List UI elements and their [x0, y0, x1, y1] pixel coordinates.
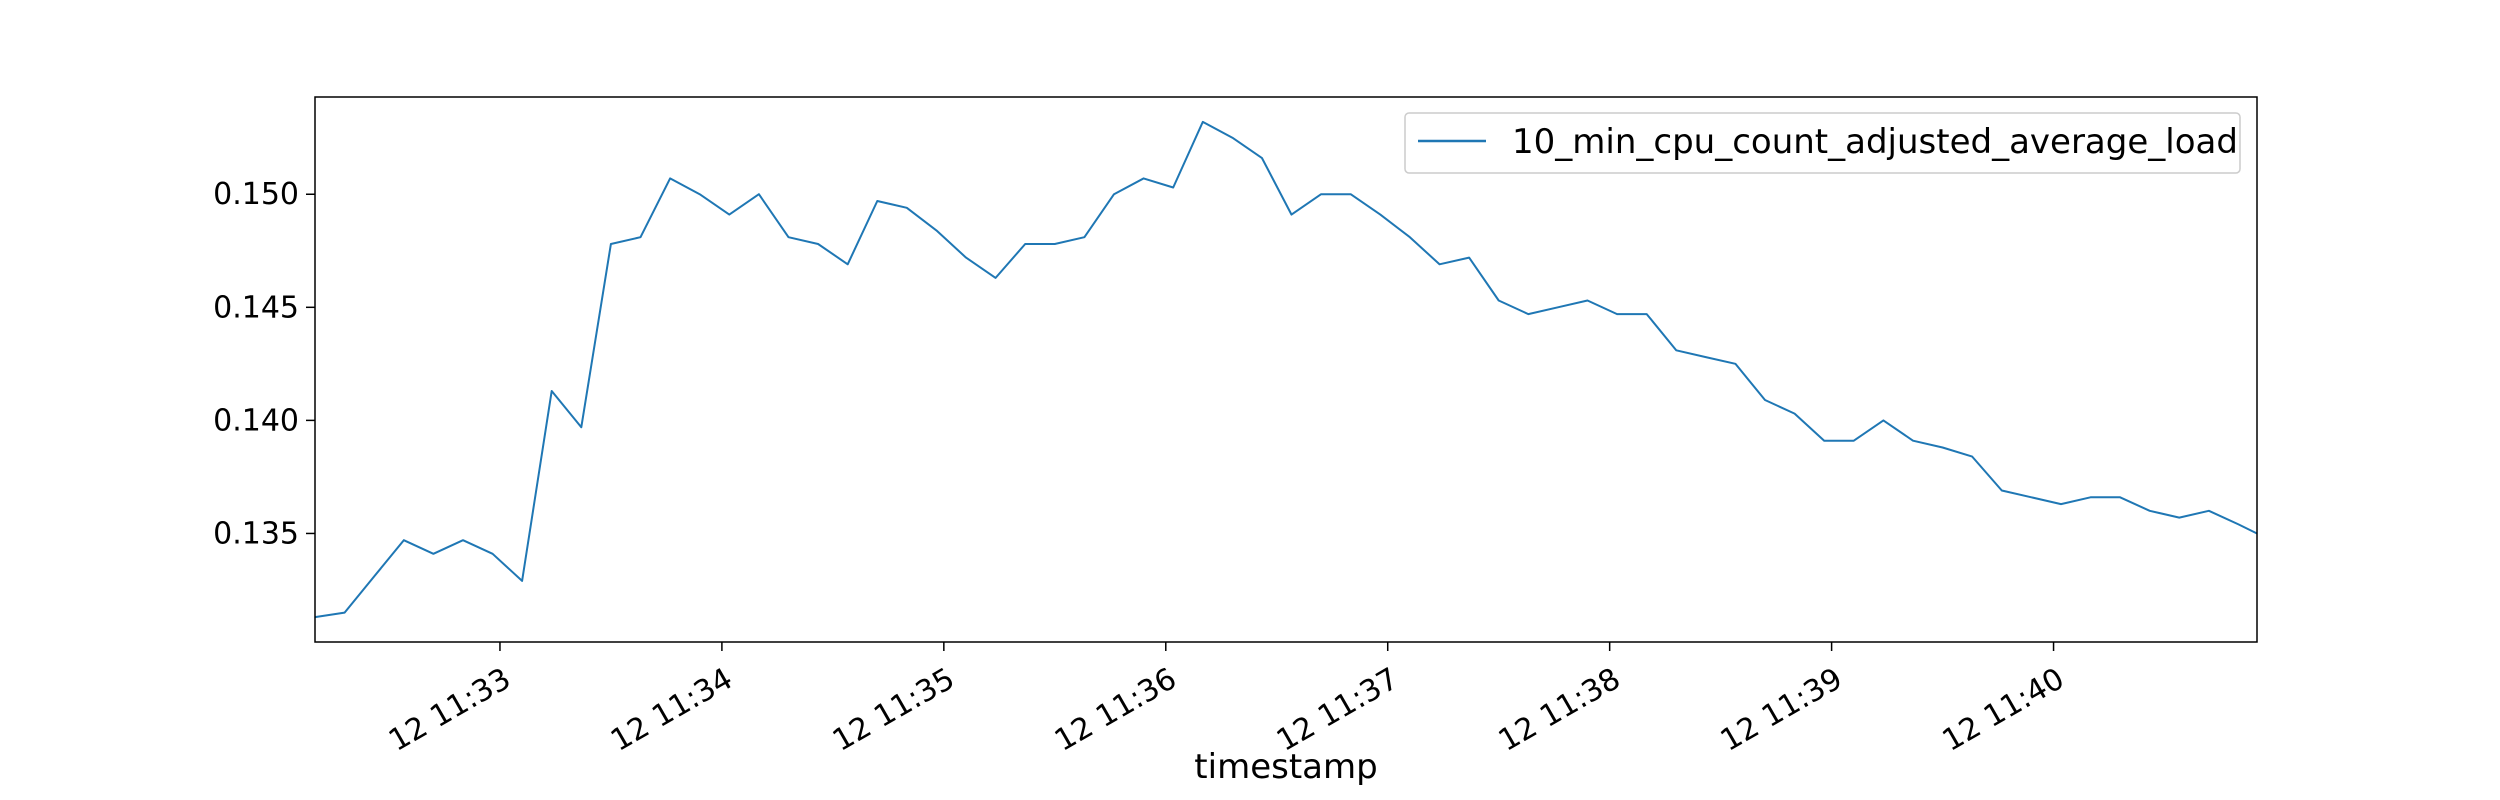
- data-point: [1438, 263, 1441, 265]
- data-point: [1290, 213, 1293, 216]
- data-point: [1350, 193, 1352, 195]
- data-point: [2119, 496, 2121, 498]
- data-point: [2001, 489, 2003, 492]
- data-point: [1113, 193, 1115, 195]
- data-point: [1912, 440, 1914, 442]
- data-point: [2178, 517, 2180, 519]
- y-tick-label: 0.145: [213, 290, 299, 325]
- data-point: [995, 277, 997, 279]
- y-tick-label: 0.135: [213, 516, 299, 551]
- data-point: [2089, 496, 2092, 498]
- data-point: [521, 580, 523, 582]
- data-point: [2060, 503, 2062, 505]
- data-point: [1853, 440, 1855, 442]
- data-point: [2237, 523, 2240, 526]
- data-point: [699, 193, 701, 195]
- data-point: [373, 575, 375, 578]
- data-point: [403, 539, 405, 541]
- data-point: [1468, 256, 1470, 259]
- y-tick-label: 0.150: [213, 177, 299, 212]
- data-point: [2208, 510, 2210, 512]
- data-point: [432, 553, 434, 555]
- data-point: [1705, 356, 1707, 358]
- data-point: [2149, 510, 2151, 512]
- data-point: [1261, 157, 1263, 159]
- data-point: [1498, 299, 1500, 302]
- data-point: [1320, 193, 1322, 195]
- data-point: [1734, 363, 1737, 365]
- data-point: [580, 426, 582, 428]
- legend-label: 10_min_cpu_count_adjusted_average_load: [1512, 122, 2238, 162]
- data-point: [847, 263, 849, 265]
- data-point: [965, 256, 967, 259]
- data-point: [817, 243, 819, 245]
- data-point: [1764, 399, 1766, 401]
- plot-frame: [314, 96, 2258, 643]
- y-tick-label: 0.140: [213, 403, 299, 438]
- data-point: [2030, 496, 2032, 498]
- legend: 10_min_cpu_count_adjusted_average_load: [1404, 112, 2241, 174]
- data-point: [906, 207, 908, 209]
- x-axis-title: timestamp: [1194, 747, 1377, 787]
- data-point: [1557, 306, 1559, 308]
- data-point: [1202, 121, 1204, 123]
- data-point: [1024, 243, 1026, 245]
- data-point: [343, 612, 346, 614]
- data-point: [1054, 243, 1056, 245]
- data-point: [1882, 419, 1884, 421]
- data-point: [1409, 236, 1411, 238]
- data-point: [1675, 349, 1677, 351]
- data-point: [1586, 299, 1589, 302]
- data-point: [551, 390, 553, 392]
- data-point: [610, 243, 612, 245]
- data-point: [1941, 446, 1944, 449]
- data-point: [787, 236, 790, 238]
- data-point: [1646, 313, 1648, 315]
- data-point: [935, 229, 938, 232]
- data-point: [1527, 313, 1529, 315]
- data-point: [1142, 177, 1145, 180]
- data-point: [1172, 186, 1174, 189]
- data-point: [1823, 440, 1825, 442]
- data-point: [728, 213, 730, 216]
- data-point: [1616, 313, 1618, 315]
- data-point: [876, 200, 878, 202]
- data-point: [1971, 455, 1973, 458]
- y-axis-ticks: 0.135 0.140 0.145 0.150: [213, 177, 315, 551]
- data-point: [462, 539, 464, 541]
- data-point: [1231, 137, 1233, 139]
- data-point: [1379, 213, 1381, 216]
- data-point: [1794, 412, 1796, 415]
- data-point: [491, 553, 494, 555]
- data-point: [639, 236, 642, 238]
- legend-box: [1404, 112, 2241, 174]
- data-point: [758, 193, 760, 195]
- data-point: [1083, 236, 1086, 238]
- data-point: [669, 177, 671, 180]
- series-layer: [314, 120, 2258, 619]
